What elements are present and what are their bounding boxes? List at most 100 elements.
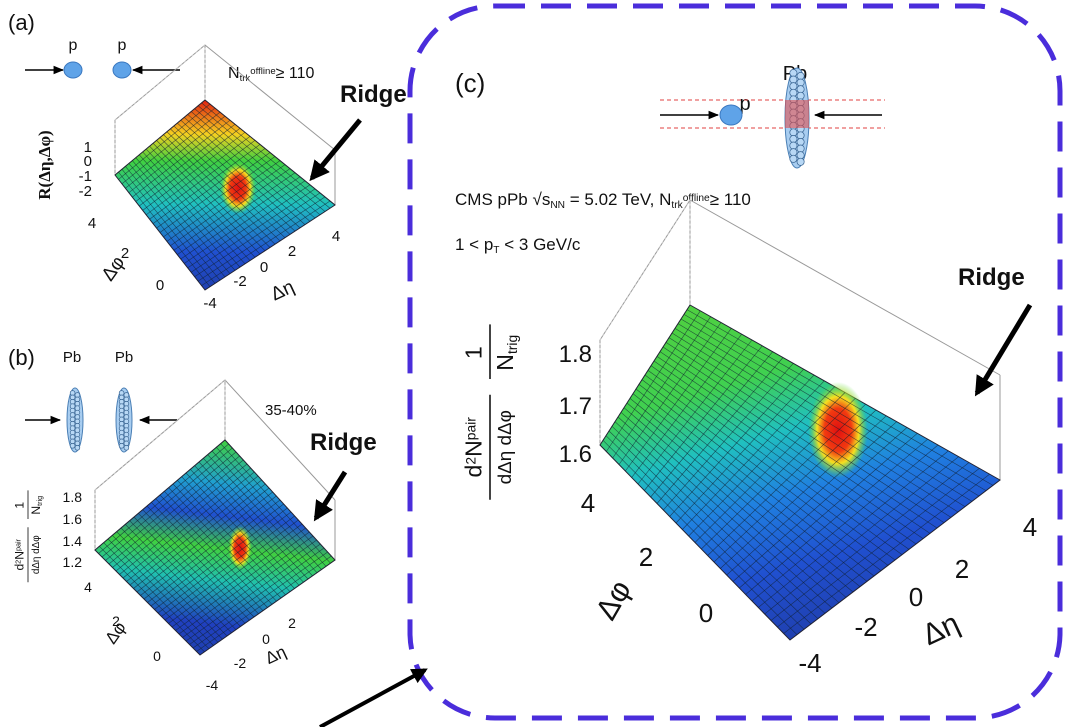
tick-label: -2 bbox=[233, 273, 246, 290]
text-run: N bbox=[492, 354, 518, 371]
tick-label: 0 bbox=[84, 153, 92, 170]
mesh-line bbox=[197, 105, 326, 212]
mesh-line bbox=[211, 450, 322, 570]
superscript: offline bbox=[683, 193, 710, 204]
multiplicity-cut: Ntrkoffline≥ 110 bbox=[228, 65, 315, 84]
nucleon bbox=[796, 138, 805, 146]
mesh-line bbox=[220, 443, 331, 564]
mesh-line bbox=[764, 456, 959, 615]
mesh-line bbox=[680, 318, 980, 497]
particle bbox=[63, 61, 83, 79]
nucleon bbox=[789, 141, 798, 150]
mesh-line bbox=[184, 180, 306, 264]
mesh-line bbox=[170, 164, 286, 247]
beam-label: p bbox=[118, 37, 127, 54]
tick-label: 4 bbox=[581, 488, 595, 518]
superscript: offline bbox=[250, 66, 275, 77]
tick-label: 4 bbox=[88, 215, 96, 232]
surface bbox=[94, 439, 336, 656]
mesh-line bbox=[173, 125, 291, 235]
tick-label: 1.6 bbox=[63, 511, 83, 527]
mesh-line bbox=[177, 122, 296, 232]
nucleon bbox=[789, 135, 798, 143]
pointer-arrow bbox=[319, 668, 428, 727]
highlight-frame bbox=[407, 3, 1063, 721]
subscript: NN bbox=[550, 200, 565, 211]
mesh-line bbox=[185, 543, 321, 642]
text-run: N bbox=[228, 65, 240, 82]
text-run: N bbox=[13, 551, 27, 560]
beam-label: p bbox=[69, 37, 78, 54]
mesh-line bbox=[177, 172, 296, 255]
mesh-line bbox=[194, 108, 321, 216]
arrow bbox=[313, 470, 348, 522]
tick-label: 2 bbox=[112, 613, 120, 629]
nucleon bbox=[69, 443, 76, 449]
text-run: s bbox=[542, 190, 551, 209]
nucleon bbox=[796, 157, 805, 166]
nucleon bbox=[789, 69, 798, 77]
ridge-label: Ridge bbox=[958, 264, 1025, 291]
nucleon bbox=[796, 85, 805, 94]
text-run: CMS pPb √ bbox=[455, 190, 542, 209]
superscript: 2 bbox=[462, 457, 478, 465]
mesh-line bbox=[686, 309, 994, 486]
pt-label: 1 < pT < 3 GeV/c bbox=[455, 235, 581, 256]
tick-label: 1.7 bbox=[559, 393, 592, 420]
subscript: trig bbox=[35, 496, 44, 506]
tick-label: 0 bbox=[260, 259, 268, 276]
mesh-line bbox=[190, 111, 316, 219]
mesh-line bbox=[201, 200, 331, 286]
mesh-line bbox=[189, 547, 325, 645]
nucleon bbox=[123, 445, 130, 451]
overlap-region bbox=[785, 100, 809, 128]
mesh-line bbox=[190, 188, 316, 273]
z-label-den: dΔη dΔφ bbox=[495, 410, 516, 484]
nucleon bbox=[118, 443, 125, 449]
box-edge bbox=[114, 44, 336, 151]
tick-label: 0 bbox=[909, 582, 923, 612]
mesh-line bbox=[770, 462, 970, 621]
system-label: CMS pPb √sNN = 5.02 TeV, Ntrkoffline≥ 11… bbox=[455, 190, 751, 211]
beam-label: Pb bbox=[115, 349, 133, 366]
z-axis-label: R(Δη,Δφ) bbox=[35, 130, 54, 199]
box-edge bbox=[599, 199, 1001, 376]
mesh-line bbox=[166, 131, 281, 242]
tick-label: 2 bbox=[639, 542, 653, 572]
nucleon bbox=[789, 128, 798, 137]
tick-label: -2 bbox=[854, 612, 877, 642]
nucleon bbox=[789, 82, 798, 91]
nucleon bbox=[789, 88, 798, 97]
superscript: 2 bbox=[13, 560, 22, 564]
mesh-line bbox=[163, 134, 276, 245]
mesh-line bbox=[180, 176, 301, 260]
text-run: < 3 GeV/c bbox=[500, 235, 581, 254]
mesh-line bbox=[783, 473, 990, 634]
mesh-line bbox=[777, 468, 980, 628]
particle bbox=[112, 61, 132, 79]
z-label-den: dΔη dΔφ bbox=[31, 535, 42, 574]
mesh-line bbox=[216, 447, 327, 567]
tick-label: -4 bbox=[798, 648, 821, 678]
nucleon bbox=[789, 148, 798, 157]
text-run: d bbox=[13, 564, 27, 571]
text-run: d bbox=[461, 465, 487, 478]
text-run: N bbox=[29, 506, 43, 515]
mesh-line bbox=[192, 551, 328, 649]
tick-label: 4 bbox=[1023, 512, 1037, 542]
nucleon bbox=[796, 91, 805, 100]
nucleon bbox=[789, 154, 798, 163]
mesh-line bbox=[194, 192, 321, 277]
phi-label: Δφ bbox=[101, 618, 129, 647]
tick-label: -4 bbox=[203, 295, 216, 312]
tick-label: 1.6 bbox=[559, 441, 592, 468]
z-label-one: 1 bbox=[13, 502, 27, 509]
tick-label: -1 bbox=[79, 168, 92, 185]
tick-label: 0 bbox=[153, 648, 161, 664]
phi-label: Δφ bbox=[590, 575, 638, 626]
surface-peak bbox=[808, 382, 868, 478]
mesh-line bbox=[170, 128, 286, 238]
panel-label: (c) bbox=[455, 68, 485, 98]
